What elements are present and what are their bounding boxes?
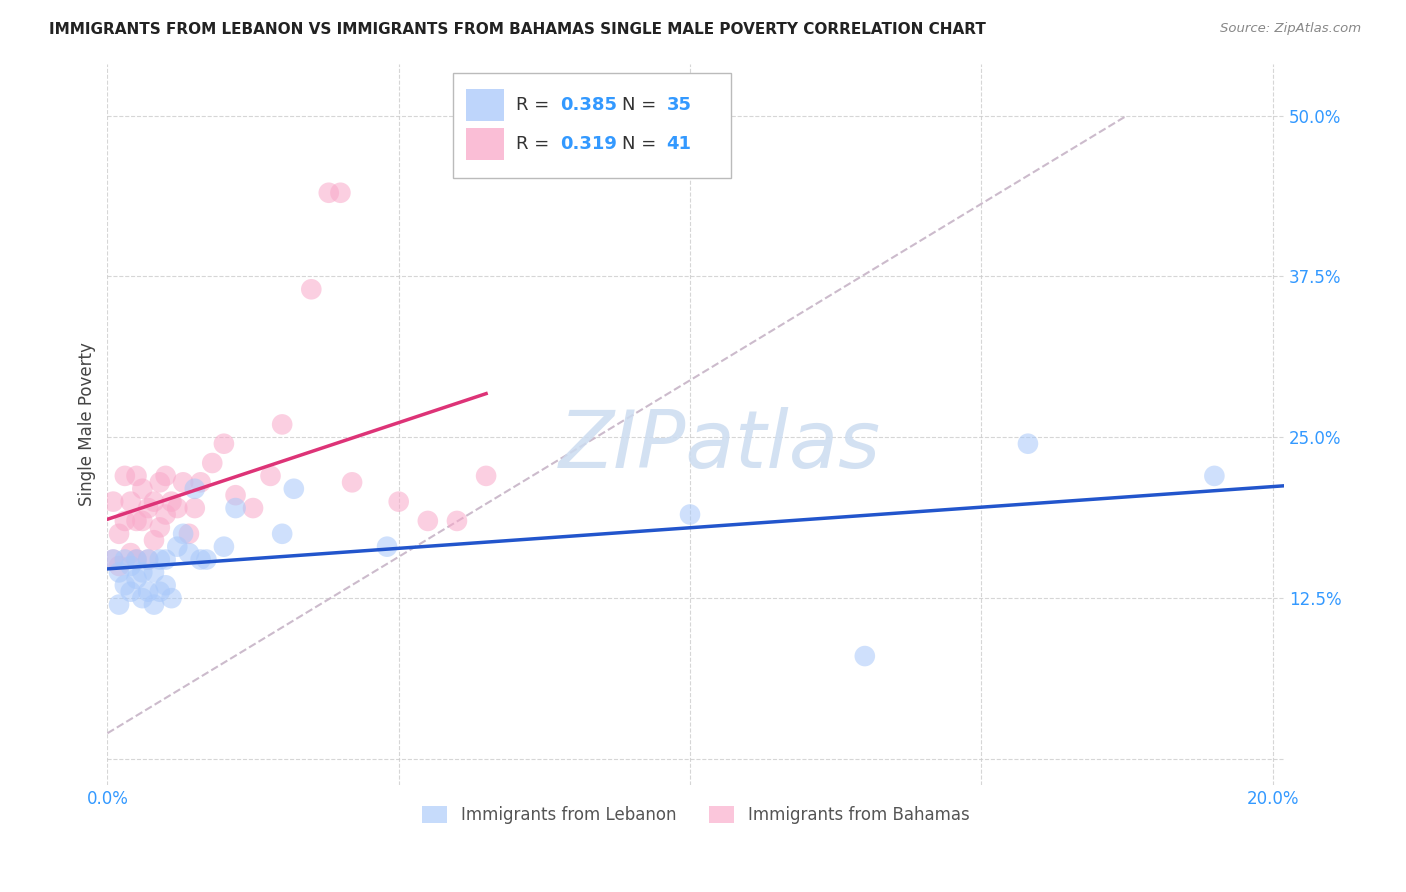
Point: [172, 526, 194, 541]
Point: [155, 508, 177, 522]
Point: [143, 533, 166, 548]
Point: [125, 514, 148, 528]
Point: [195, 552, 218, 566]
Point: [108, 598, 131, 612]
Point: [475, 469, 498, 483]
Point: [103, 494, 125, 508]
Text: R =: R =: [516, 96, 555, 114]
Point: [225, 488, 247, 502]
Point: [136, 501, 159, 516]
Text: N =: N =: [621, 96, 662, 114]
Text: ZIPatlas: ZIPatlas: [558, 407, 880, 485]
Point: [125, 469, 148, 483]
Text: N =: N =: [621, 135, 662, 153]
Text: IMMIGRANTS FROM LEBANON VS IMMIGRANTS FROM BAHAMAS SINGLE MALE POVERTY CORRELATI: IMMIGRANTS FROM LEBANON VS IMMIGRANTS FR…: [49, 22, 986, 37]
Point: [212, 540, 235, 554]
Point: [212, 436, 235, 450]
Point: [155, 469, 177, 483]
Point: [114, 552, 136, 566]
Point: [143, 494, 166, 508]
FancyBboxPatch shape: [467, 89, 503, 121]
Point: [131, 566, 153, 580]
Point: [177, 546, 200, 560]
Text: 35: 35: [666, 96, 692, 114]
Point: [155, 578, 177, 592]
Point: [340, 475, 363, 490]
Legend: Immigrants from Lebanon, Immigrants from Bahamas: Immigrants from Lebanon, Immigrants from…: [416, 799, 976, 830]
FancyBboxPatch shape: [453, 73, 731, 178]
Text: 0.385: 0.385: [561, 96, 617, 114]
Point: [125, 552, 148, 566]
Point: [853, 648, 876, 663]
Point: [177, 526, 200, 541]
Point: [388, 494, 411, 508]
Point: [108, 526, 131, 541]
Point: [136, 552, 159, 566]
Point: [136, 584, 159, 599]
Point: [114, 578, 136, 592]
FancyBboxPatch shape: [467, 128, 503, 160]
Point: [299, 282, 322, 296]
Point: [318, 186, 340, 200]
Point: [190, 475, 212, 490]
Text: 41: 41: [666, 135, 692, 153]
Y-axis label: Single Male Poverty: Single Male Poverty: [79, 343, 96, 507]
Point: [166, 540, 188, 554]
Point: [155, 552, 177, 566]
Text: R =: R =: [516, 135, 555, 153]
Point: [103, 552, 125, 566]
Point: [125, 572, 148, 586]
Point: [149, 584, 172, 599]
Point: [172, 475, 194, 490]
Point: [160, 591, 183, 606]
Text: 0.319: 0.319: [561, 135, 617, 153]
Point: [201, 456, 224, 470]
Point: [166, 501, 188, 516]
Point: [131, 591, 153, 606]
Point: [149, 475, 172, 490]
Point: [271, 417, 294, 432]
Point: [329, 186, 352, 200]
Point: [283, 482, 305, 496]
Point: [271, 526, 294, 541]
Point: [259, 469, 281, 483]
Point: [120, 546, 142, 560]
Point: [184, 501, 207, 516]
Point: [108, 566, 131, 580]
Point: [375, 540, 398, 554]
Point: [131, 514, 153, 528]
Point: [120, 494, 142, 508]
Point: [143, 566, 166, 580]
Point: [242, 501, 264, 516]
Point: [108, 559, 131, 574]
Point: [103, 552, 125, 566]
Point: [160, 494, 183, 508]
Point: [1017, 436, 1039, 450]
Point: [114, 469, 136, 483]
Point: [225, 501, 247, 516]
Point: [679, 508, 702, 522]
Point: [136, 552, 159, 566]
Point: [149, 520, 172, 534]
Point: [446, 514, 468, 528]
Point: [190, 552, 212, 566]
Point: [114, 514, 136, 528]
Point: [120, 584, 142, 599]
Point: [143, 598, 166, 612]
Point: [131, 482, 153, 496]
Text: Source: ZipAtlas.com: Source: ZipAtlas.com: [1220, 22, 1361, 36]
Point: [416, 514, 439, 528]
Point: [184, 482, 207, 496]
Point: [125, 552, 148, 566]
Point: [120, 559, 142, 574]
Point: [1204, 469, 1226, 483]
Point: [149, 552, 172, 566]
